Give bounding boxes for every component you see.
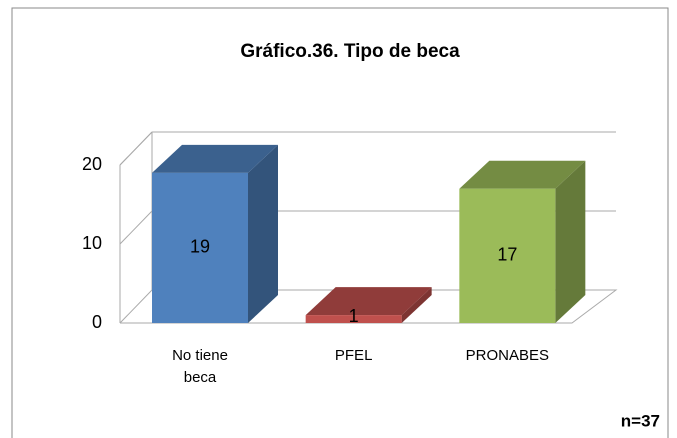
x-tick-label: No tiene beca xyxy=(172,347,228,386)
data-label: 19 xyxy=(190,237,210,257)
grid-line-side xyxy=(119,289,153,324)
grid-line-side xyxy=(119,131,153,166)
bar-side xyxy=(248,144,278,323)
bar-top xyxy=(459,160,586,189)
data-label: 17 xyxy=(497,245,517,265)
chart-title: Gráfico.36. Tipo de beca xyxy=(240,41,460,62)
bar-side xyxy=(401,287,432,323)
bar xyxy=(459,160,586,323)
bar-front xyxy=(459,188,556,323)
bar xyxy=(152,144,278,323)
y-tick-label: 20 xyxy=(82,154,102,174)
y-tick-label: 0 xyxy=(92,312,102,332)
bar-top xyxy=(305,287,432,316)
y-tick-label: 10 xyxy=(82,233,102,253)
x-tick-label: PFEL xyxy=(334,347,373,364)
bar-front xyxy=(152,172,248,323)
bar-side xyxy=(555,160,586,323)
grid-line-side xyxy=(119,210,153,245)
bar-top xyxy=(152,144,278,173)
data-label: 1 xyxy=(349,306,359,326)
bar xyxy=(305,287,432,323)
annotation: n=37 xyxy=(621,411,660,430)
x-tick-label: PRONABES xyxy=(465,347,549,364)
bar-front xyxy=(305,315,402,323)
